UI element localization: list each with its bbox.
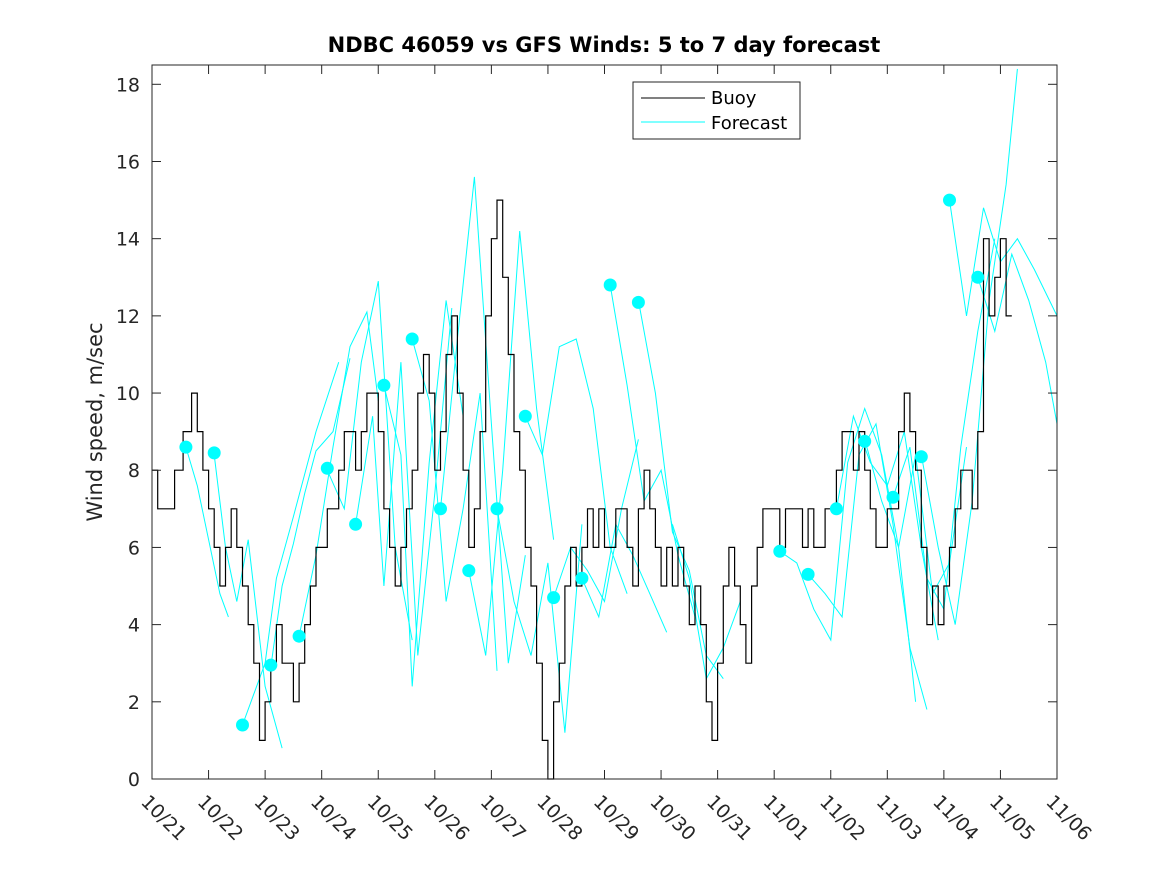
chart-title: NDBC 46059 vs GFS Winds: 5 to 7 day fore… [328,33,881,57]
y-tick-label: 10 [116,383,140,405]
forecast-marker-17 [773,544,787,558]
forecast-line-2 [242,362,340,726]
forecast-line-13 [553,439,639,603]
forecast-marker-0 [179,440,193,454]
y-axis-label: Wind speed, m/sec [83,322,107,521]
forecast-marker-24 [971,270,985,284]
forecast-marker-18 [801,567,815,581]
forecast-marker-6 [349,517,363,531]
forecast-marker-1 [207,446,221,460]
y-tick-label: 2 [128,692,140,714]
forecast-line-8 [411,338,498,671]
forecast-marker-20 [858,434,872,448]
y-tick-label: 12 [116,306,140,328]
plot-area [152,65,1057,779]
forecast-marker-2 [236,718,249,732]
buoy-line [152,199,1012,780]
forecast-line-6 [355,308,453,656]
forecast-line-14 [581,522,668,633]
forecast-marker-19 [829,502,843,516]
forecast-marker-16 [631,295,645,309]
forecast-marker-8 [405,332,419,346]
forecast-marker-15 [603,278,617,292]
forecast-line-11 [496,508,583,733]
forecast-line-10 [468,230,555,656]
forecast-line-3 [270,358,351,668]
legend-buoy-label: Buoy [711,88,757,109]
forecast-marker-3 [264,658,278,672]
y-tick-label: 4 [128,615,140,637]
y-tick-label: 8 [128,460,140,482]
forecast-line-7 [383,300,464,687]
forecast-marker-21 [886,490,900,504]
forecast-marker-11 [490,502,504,516]
y-tick-label: 0 [128,769,140,791]
forecast-marker-7 [377,378,391,392]
y-tick-label: 14 [116,229,140,251]
y-axis: 0 2 4 6 8 10 12 14 16 18 [116,74,1057,791]
forecast-line-25 [977,252,1058,424]
forecast-marker-9 [434,502,447,516]
legend: Buoy Forecast [632,81,801,140]
forecast-line-9 [440,176,526,664]
forecast-marker-23 [943,193,956,207]
forecast-marker-10 [462,564,476,578]
forecast-line-0 [185,446,229,618]
forecast-line-5 [326,280,413,641]
forecast-marker-12 [518,409,532,423]
marker-layer [179,193,985,732]
forecast-marker-4 [292,629,306,643]
forecast-marker-14 [575,571,589,585]
legend-forecast-label: Forecast [711,113,787,134]
legend-box [632,81,801,140]
y-tick-label: 18 [116,74,140,96]
forecast-marker-22 [914,450,928,464]
y-tick-label: 16 [116,151,140,173]
forecast-line-15 [609,284,696,618]
forecast-marker-13 [547,591,561,605]
forecast-line-18 [779,406,917,702]
forecast-marker-5 [320,461,334,475]
y-tick-label: 6 [128,537,140,559]
